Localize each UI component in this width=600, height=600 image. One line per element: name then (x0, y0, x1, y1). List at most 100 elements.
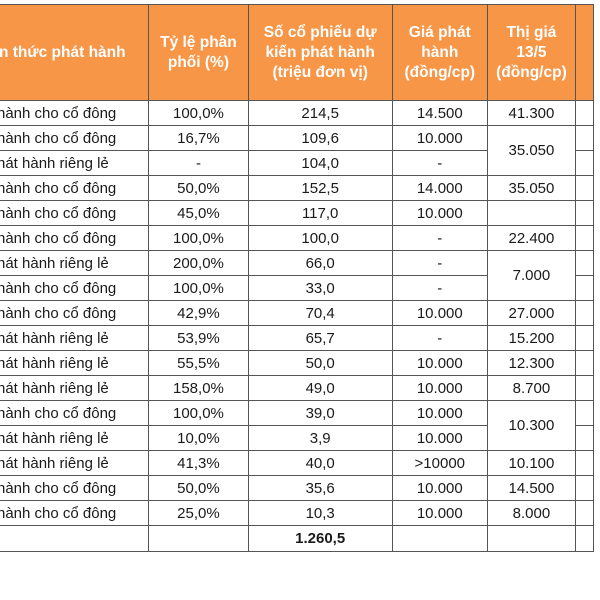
price-cell: 10.000 (391, 425, 488, 451)
table-row: hành cho cổ đông 50,0% 35,6 10.000 14.500 (0, 475, 595, 501)
method-cell: hát hành riêng lẻ (0, 450, 150, 476)
shares-cell: 10,3 (247, 500, 393, 526)
overflow-cell (574, 100, 595, 126)
price-cell: 14.500 (391, 100, 488, 126)
table-row: hành cho cổ đông 25,0% 10,3 10.000 8.000 (0, 500, 595, 526)
market-price-cell: 8.000 (486, 500, 576, 526)
ratio-cell: 10,0% (148, 425, 249, 451)
overflow-cell (574, 325, 595, 351)
method-cell: hành cho cổ đông (0, 275, 150, 301)
overflow-cell (574, 225, 595, 251)
ratio-cell: 45,0% (148, 200, 249, 226)
method-cell: hành cho cổ đông (0, 500, 150, 526)
method-cell: hành cho cổ đông (0, 200, 150, 226)
table-row: hát hành riêng lẻ 10,0% 3,9 10.000 (0, 425, 595, 451)
header-market-price: Thị giá 13/5 (đồng/cp) (486, 4, 576, 101)
method-cell: hành cho cổ đông (0, 175, 150, 201)
overflow-cell (574, 375, 595, 401)
ratio-cell: 200,0% (148, 250, 249, 276)
method-cell: hát hành riêng lẻ (0, 325, 150, 351)
price-cell: 10.000 (391, 125, 488, 151)
table-row: hành cho cổ đông 50,0% 152,5 14.000 35.050 (0, 175, 595, 201)
overflow-cell (574, 475, 595, 501)
price-cell: 10.000 (391, 350, 488, 376)
price-cell: - (391, 275, 488, 301)
overflow-cell (574, 425, 595, 451)
price-cell: 10.000 (391, 400, 488, 426)
table-row: hành cho cổ đông 16,7% 109,6 10.000 35.050 (0, 125, 595, 176)
overflow-cell (574, 450, 595, 476)
overflow-cell (574, 150, 595, 176)
method-cell: hành cho cổ đông (0, 100, 150, 126)
method-cell: hát hành riêng lẻ (0, 425, 150, 451)
overflow-cell (574, 250, 595, 276)
header-ratio: Tỷ lệ phân phối (%) (148, 4, 249, 101)
table-row: hát hành riêng lẻ 158,0% 49,0 10.000 8.700 (0, 375, 595, 401)
shares-cell: 40,0 (247, 450, 393, 476)
price-cell: - (391, 325, 488, 351)
total-shares-cell: 1.260,5 (247, 525, 393, 552)
price-cell: - (391, 250, 488, 276)
method-cell: hành cho cổ đông (0, 225, 150, 251)
market-price-cell: 8.700 (486, 375, 576, 401)
price-cell: - (391, 225, 488, 251)
overflow-cell (574, 350, 595, 376)
ratio-cell: 100,0% (148, 100, 249, 126)
price-cell: >10000 (391, 450, 488, 476)
total-ratio-cell (148, 525, 249, 552)
market-price-cell: 12.300 (486, 350, 576, 376)
overflow-cell (574, 275, 595, 301)
method-cell: hành cho cổ đông (0, 125, 150, 151)
price-cell: 10.000 (391, 375, 488, 401)
method-cell: hát hành riêng lẻ (0, 375, 150, 401)
table-row: hành cho cổ đông 100,0% 39,0 10.000 10.300 (0, 400, 595, 451)
ratio-cell: 158,0% (148, 375, 249, 401)
market-price-cell: 10.100 (486, 450, 576, 476)
market-price-cell: 15.200 (486, 325, 576, 351)
ratio-cell: 100,0% (148, 400, 249, 426)
total-row: 1.260,5 (0, 525, 595, 552)
ratio-cell: 50,0% (148, 475, 249, 501)
table-row: hành cho cổ đông 100,0% 214,5 14.500 41.300 (0, 100, 595, 126)
market-price-cell: 7.000 (486, 250, 576, 301)
shares-cell: 104,0 (247, 150, 393, 176)
shares-cell: 214,5 (247, 100, 393, 126)
table-row: hát hành riêng lẻ 53,9% 65,7-15.200 (0, 325, 595, 351)
price-cell: 10.000 (391, 300, 488, 326)
market-price-cell: 41.300 (486, 100, 576, 126)
price-cell: 14.000 (391, 175, 488, 201)
table-row: hành cho cổ đông 45,0% 117,0 10.000 (0, 200, 595, 226)
price-cell: 10.000 (391, 200, 488, 226)
ratio-cell: 25,0% (148, 500, 249, 526)
shares-cell: 50,0 (247, 350, 393, 376)
method-cell: hành cho cổ đông (0, 400, 150, 426)
market-price-cell: 14.500 (486, 475, 576, 501)
method-cell: hành cho cổ đông (0, 475, 150, 501)
overflow-cell (574, 400, 595, 426)
market-price-cell: 27.000 (486, 300, 576, 326)
table-row: hát hành riêng lẻ 41,3% 40,0 >10000 10.100 (0, 450, 595, 476)
ratio-cell: 42,9% (148, 300, 249, 326)
market-price-cell: 35.050 (486, 125, 576, 176)
shares-cell: 33,0 (247, 275, 393, 301)
header-row: n thức phát hành Tỷ lệ phân phối (%) Số c… (0, 4, 595, 101)
total-overflow-cell (574, 525, 595, 552)
shares-cell: 100,0 (247, 225, 393, 251)
share-issuance-table: n thức phát hành Tỷ lệ phân phối (%) Số c… (0, 4, 595, 552)
table-row: hành cho cổ đông 42,9% 70,4 10.000 27.000 (0, 300, 595, 326)
shares-cell: 39,0 (247, 400, 393, 426)
overflow-cell (574, 125, 595, 151)
ratio-cell: 100,0% (148, 225, 249, 251)
market-price-cell (486, 200, 576, 226)
method-cell: hát hành riêng lẻ (0, 150, 150, 176)
ratio-cell: 100,0% (148, 275, 249, 301)
ratio-cell: 53,9% (148, 325, 249, 351)
shares-cell: 117,0 (247, 200, 393, 226)
overflow-cell (574, 500, 595, 526)
price-cell: 10.000 (391, 475, 488, 501)
price-cell: 10.000 (391, 500, 488, 526)
overflow-cell (574, 200, 595, 226)
method-cell: hát hành riêng lẻ (0, 350, 150, 376)
header-price: Giá phát hành (đồng/cp) (391, 4, 488, 101)
